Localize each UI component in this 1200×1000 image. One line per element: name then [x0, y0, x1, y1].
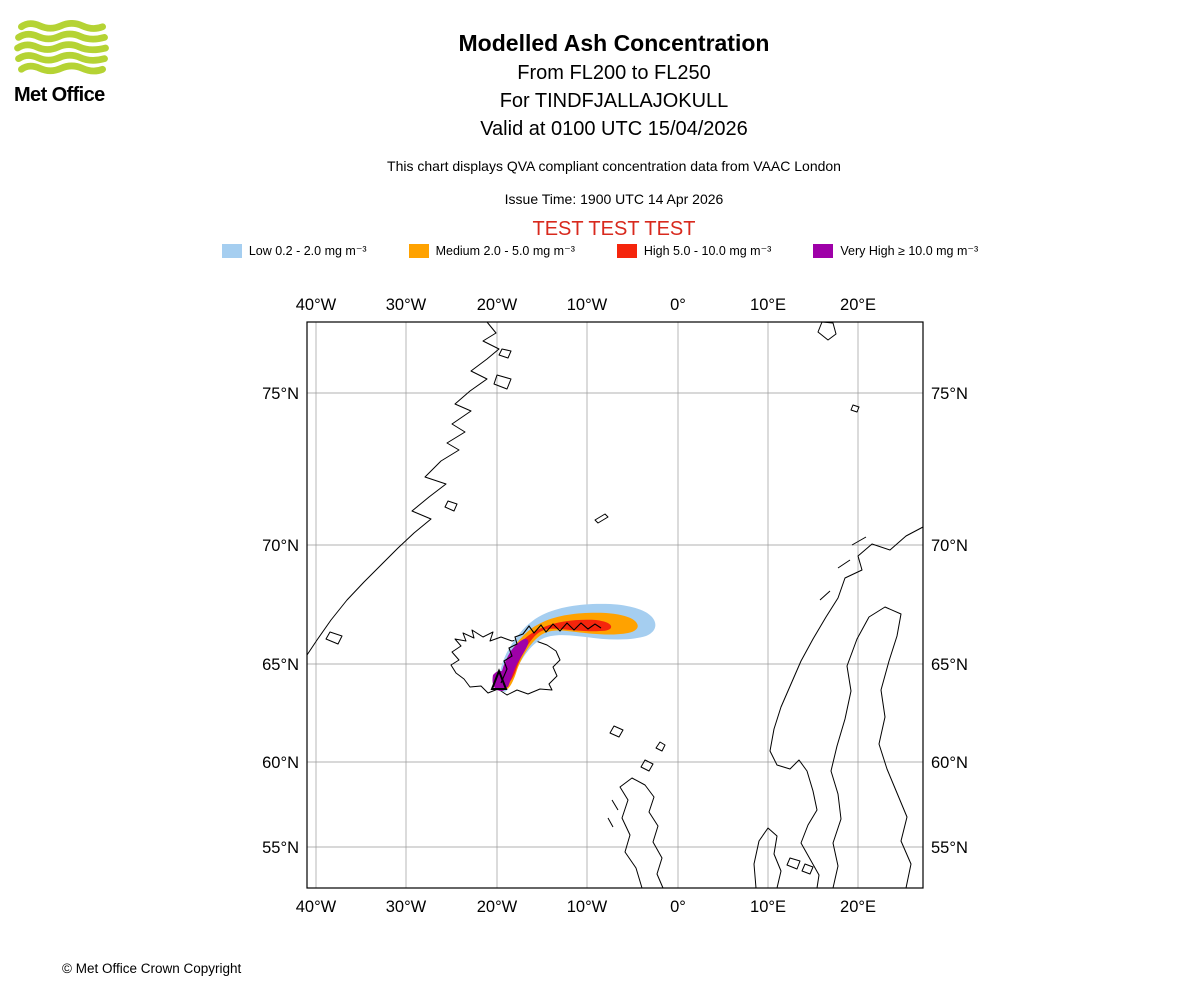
legend-label-high: High 5.0 - 10.0 mg m⁻³: [643, 244, 772, 258]
x-tick-top-4: 0°: [670, 296, 686, 314]
legend-label-very-high: Very High ≥ 10.0 mg m⁻³: [840, 244, 979, 258]
legend-swatch-low: [221, 243, 242, 258]
x-tick-bottom-2: 20°W: [477, 898, 518, 916]
test-banner: TEST TEST TEST: [532, 218, 696, 240]
ash-region-high: [500, 619, 612, 686]
met-office-logo-waves: [14, 20, 109, 75]
flight-level-range: From FL200 to FL250: [517, 62, 711, 84]
volcano-marker-icon: [490, 668, 508, 690]
copyright: © Met Office Crown Copyright: [62, 961, 242, 976]
x-tick-top-0: 40°W: [296, 296, 337, 314]
x-tick-bottom-5: 10°E: [750, 898, 786, 916]
map-frame: [306, 321, 924, 889]
y-axis-left: 75°N 70°N 65°N 60°N 55°N: [262, 385, 299, 857]
valid-time-line: Valid at 0100 UTC 15/04/2026: [480, 118, 748, 140]
bothnia-baltic-coast: [830, 606, 912, 889]
x-axis-bottom: 40°W 30°W 20°W 10°W 0° 10°E 20°E: [296, 898, 876, 916]
ash-plume: [490, 603, 656, 692]
iceland-coast: [450, 629, 561, 696]
y-tick-left-1: 70°N: [262, 537, 299, 555]
legend-swatch-very-high: [813, 243, 834, 258]
legend: Low 0.2 - 2.0 mg m⁻³ Medium 2.0 - 5.0 mg…: [0, 243, 1200, 258]
greenland-islands: [325, 348, 512, 645]
legend-swatch-high: [616, 243, 637, 258]
legend-label-low: Low 0.2 - 2.0 mg m⁻³: [248, 244, 367, 258]
scotland-coast: [619, 777, 664, 889]
danish-islands: [786, 857, 814, 875]
coastlines: [306, 321, 924, 889]
hebrides: [607, 799, 619, 828]
chart-title: Modelled Ash Concentration: [458, 30, 770, 56]
legend-item-medium: Medium 2.0 - 5.0 mg m⁻³: [408, 243, 575, 258]
x-tick-bottom-1: 30°W: [386, 898, 427, 916]
volcano-name-line: For TINDFJALLAJOKULL: [499, 90, 729, 112]
svalbard-fragment: [817, 321, 860, 413]
y-axis-right: 75°N 70°N 65°N 60°N 55°N: [931, 385, 968, 857]
x-axis-top: 40°W 30°W 20°W 10°W 0° 10°E 20°E: [296, 296, 876, 314]
y-tick-left-2: 65°N: [262, 656, 299, 674]
header: Modelled Ash Concentration From FL200 to…: [0, 30, 1200, 241]
x-tick-bottom-0: 40°W: [296, 898, 337, 916]
greenland-coast: [306, 321, 500, 656]
issue-time: Issue Time: 1900 UTC 14 Apr 2026: [504, 191, 724, 207]
x-tick-top-3: 10°W: [567, 296, 608, 314]
y-tick-right-3: 60°N: [931, 754, 968, 772]
y-tick-left-0: 75°N: [262, 385, 299, 403]
qva-description: This chart displays QVA compliant concen…: [387, 158, 841, 174]
x-tick-top-1: 30°W: [386, 296, 427, 314]
legend-item-very-high: Very High ≥ 10.0 mg m⁻³: [813, 243, 978, 258]
norway-coast: [769, 526, 924, 889]
faroe-islands: [609, 725, 666, 772]
norway-fjords: [819, 536, 867, 601]
met-office-logo: Met Office: [14, 20, 124, 107]
x-tick-bottom-6: 20°E: [840, 898, 876, 916]
y-tick-right-4: 55°N: [931, 839, 968, 857]
x-tick-top-5: 10°E: [750, 296, 786, 314]
y-tick-right-0: 75°N: [931, 385, 968, 403]
x-tick-bottom-4: 0°: [670, 898, 686, 916]
y-tick-left-4: 55°N: [262, 839, 299, 857]
y-tick-right-1: 70°N: [931, 537, 968, 555]
y-tick-right-2: 65°N: [931, 656, 968, 674]
legend-swatch-medium: [408, 243, 429, 258]
x-tick-bottom-3: 10°W: [567, 898, 608, 916]
denmark-coast: [753, 827, 782, 889]
legend-item-low: Low 0.2 - 2.0 mg m⁻³: [221, 243, 367, 258]
y-tick-left-3: 60°N: [262, 754, 299, 772]
legend-label-medium: Medium 2.0 - 5.0 mg m⁻³: [435, 244, 575, 258]
jan-mayen-island: [594, 513, 609, 524]
legend-item-high: High 5.0 - 10.0 mg m⁻³: [616, 243, 772, 258]
met-office-logo-text: Met Office: [14, 84, 105, 106]
x-tick-top-2: 20°W: [477, 296, 518, 314]
ash-contour-line: [500, 622, 602, 684]
x-tick-top-6: 20°E: [840, 296, 876, 314]
